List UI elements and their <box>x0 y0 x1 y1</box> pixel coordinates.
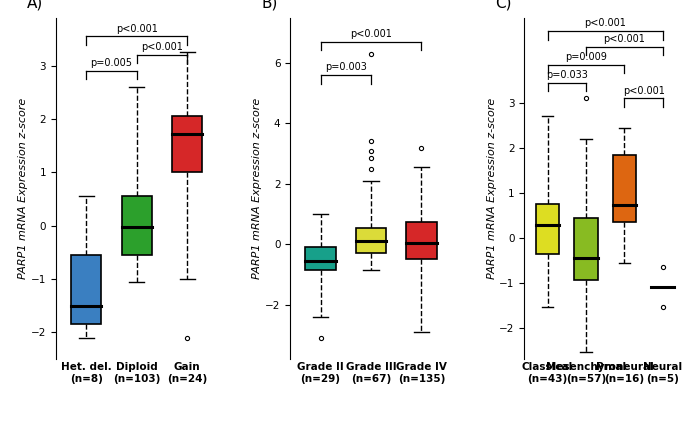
Bar <box>356 228 386 253</box>
Bar <box>172 116 202 172</box>
Text: p=0.033: p=0.033 <box>546 70 588 80</box>
Text: p=0.009: p=0.009 <box>565 52 607 62</box>
Text: p<0.001: p<0.001 <box>350 29 392 39</box>
Bar <box>305 247 336 270</box>
Text: p<0.001: p<0.001 <box>141 42 183 52</box>
Y-axis label: PARP1 mRNA Expression z-score: PARP1 mRNA Expression z-score <box>253 98 262 279</box>
Y-axis label: PARP1 mRNA Expression z-score: PARP1 mRNA Expression z-score <box>486 98 496 279</box>
Text: p<0.001: p<0.001 <box>116 24 158 34</box>
Bar <box>122 196 152 255</box>
Bar <box>536 204 559 254</box>
Text: p<0.001: p<0.001 <box>584 18 626 28</box>
Text: C): C) <box>496 0 512 11</box>
Bar <box>406 222 437 259</box>
Y-axis label: PARP1 mRNA Expression z-score: PARP1 mRNA Expression z-score <box>18 98 28 279</box>
Text: p<0.001: p<0.001 <box>623 86 664 96</box>
Text: A): A) <box>27 0 43 11</box>
Text: p<0.001: p<0.001 <box>603 34 645 44</box>
Text: B): B) <box>261 0 277 11</box>
Bar <box>575 218 598 280</box>
Bar <box>71 255 101 325</box>
Text: p=0.003: p=0.003 <box>325 62 367 72</box>
Bar <box>613 155 636 222</box>
Text: p=0.005: p=0.005 <box>90 58 132 68</box>
